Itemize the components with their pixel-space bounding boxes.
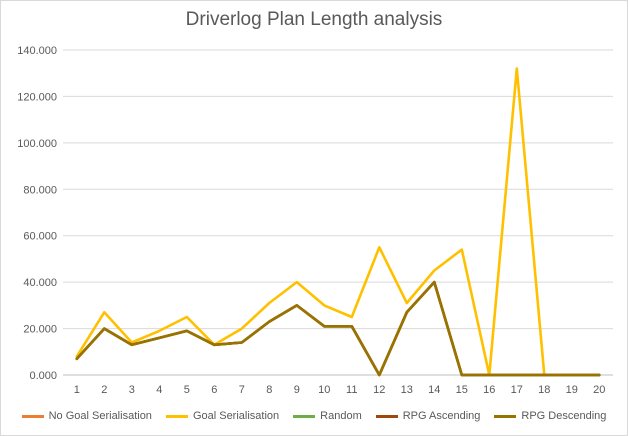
x-tick-label: 2 (101, 384, 107, 396)
x-tick-label: 3 (129, 384, 135, 396)
x-tick-label: 5 (184, 384, 190, 396)
legend-label: Goal Serialisation (192, 410, 280, 422)
y-tick-label: 60.000 (23, 231, 57, 243)
legend-item: RPG Ascending (375, 405, 481, 427)
y-tick-label: 100.000 (17, 138, 57, 150)
x-tick-label: 16 (483, 384, 495, 396)
x-tick-label: 7 (239, 384, 245, 396)
x-tick-label: 1 (74, 384, 80, 396)
legend-label: RPG Descending (521, 410, 607, 422)
y-tick-label: 80.000 (23, 184, 57, 196)
series-line-5 (75, 280, 601, 377)
x-tick-label: 9 (294, 384, 300, 396)
legend-swatch (21, 414, 44, 418)
x-tick-label: 15 (456, 384, 468, 396)
legend-swatch (494, 414, 517, 418)
legend-label: RPG Ascending (402, 410, 481, 422)
x-tick-label: 10 (318, 384, 330, 396)
y-tick-label: 0.000 (29, 370, 57, 382)
x-tick-label: 18 (538, 384, 550, 396)
x-tick-label: 4 (156, 384, 162, 396)
legend-label: No Goal Serialisation (48, 410, 152, 422)
legend-item: Random (293, 405, 362, 427)
y-tick-label: 40.000 (23, 277, 57, 289)
y-tick-label: 20.000 (23, 324, 57, 336)
chart-legend: No Goal Serialisation Goal Serialisation R… (1, 405, 627, 427)
x-tick-label: 19 (566, 384, 578, 396)
legend-label: Random (320, 410, 362, 422)
chart-plot: 0.000 20.000 40.000 60.000 80.000 100.000 120.… (17, 45, 613, 396)
x-tick-label: 17 (511, 384, 523, 396)
legend-swatch (375, 414, 398, 418)
x-tick-label: 12 (373, 384, 385, 396)
x-tick-label: 13 (401, 384, 413, 396)
x-tick-label: 11 (346, 384, 357, 396)
legend-item: Goal Serialisation (165, 405, 280, 427)
y-tick-label: 140.000 (17, 45, 57, 57)
x-tick-label: 14 (428, 384, 440, 396)
y-tick-label: 120.000 (17, 91, 57, 103)
chart-title: Driverlog Plan Length analysis (185, 9, 443, 30)
x-tick-label: 8 (266, 384, 272, 396)
legend-swatch (165, 414, 188, 418)
legend-item: No Goal Serialisation (21, 405, 152, 427)
legend-item: RPG Descending (494, 405, 606, 427)
series-line-2 (75, 67, 601, 377)
x-tick-label: 20 (593, 384, 605, 396)
x-tick-label: 6 (211, 384, 217, 396)
legend-swatch (293, 414, 316, 418)
